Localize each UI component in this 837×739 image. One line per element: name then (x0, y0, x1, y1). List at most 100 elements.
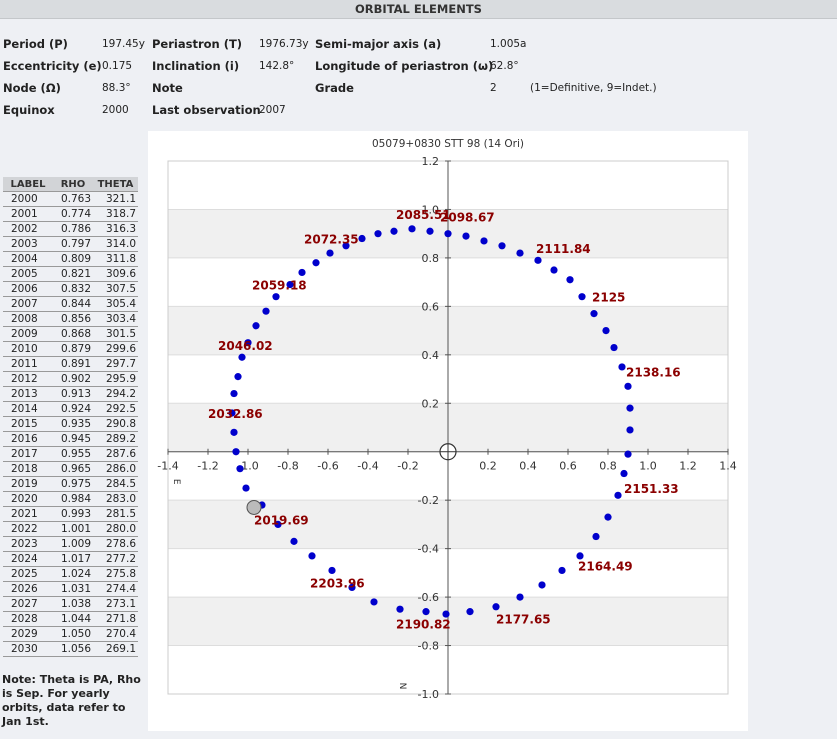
x-tick-label: -0.2 (397, 460, 418, 473)
row-label: 2017 (3, 446, 53, 462)
y-tick-label: 0.4 (422, 349, 440, 362)
row-label: 2006 (3, 281, 53, 297)
current-position-marker (246, 499, 262, 515)
ephemeris-header-row: LABEL RHO THETA (3, 177, 138, 192)
orbit-point (422, 608, 430, 616)
row-theta: 273.1 (93, 596, 138, 612)
x-tick-label: 0.4 (519, 460, 537, 473)
row-theta: 292.5 (93, 401, 138, 417)
orbit-point (610, 343, 618, 352)
row-label: 2019 (3, 476, 53, 492)
row-label: 2018 (3, 461, 53, 477)
row-theta: 309.6 (93, 266, 138, 282)
row-theta: 271.8 (93, 611, 138, 627)
table-row: 2022 1.001 280.0 (3, 521, 138, 537)
label-column-header: LABEL (3, 177, 53, 192)
x-tick-label: -0.6 (317, 460, 338, 473)
orbit-points (228, 225, 634, 618)
row-label: 2016 (3, 431, 53, 447)
row-label: 2030 (3, 641, 53, 657)
orbit-point (516, 249, 524, 257)
x-tick-label: 0.2 (479, 460, 497, 473)
row-label: 2012 (3, 371, 53, 387)
last-observation-value: 2007 (259, 104, 286, 116)
note-label: Note (152, 81, 183, 95)
row-theta: 295.9 (93, 371, 138, 387)
table-row: 2028 1.044 271.8 (3, 611, 138, 627)
inclination-label: Inclination (i) (152, 59, 240, 73)
y-tick-label: -0.4 (418, 543, 439, 556)
orbit-point (462, 232, 470, 240)
row-theta: 270.4 (93, 626, 138, 642)
period-value: 197.45y (102, 38, 145, 50)
longitude-label: Longitude of periastron (ω) (315, 59, 494, 73)
orbit-point (516, 593, 524, 601)
row-label: 2020 (3, 491, 53, 507)
orbit-plot: 05079+0830 STT 98 (14 Ori) -1.4 -1.2 -1.0-… (157, 138, 736, 701)
row-rho: 0.774 (53, 206, 93, 222)
row-theta: 278.6 (93, 536, 138, 552)
orbit-point (242, 484, 250, 492)
row-theta: 316.3 (93, 221, 138, 237)
row-theta: 321.1 (93, 191, 138, 207)
note-text: Note: Theta is PA, Rho is Sep. For yearl… (2, 673, 141, 728)
epoch-label: 2125 (592, 291, 625, 305)
row-rho: 0.786 (53, 221, 93, 237)
y-tick-label: -0.8 (418, 640, 439, 653)
orbit-point (466, 608, 474, 616)
table-row: 2017 0.955 287.6 (3, 446, 138, 462)
row-label: 2011 (3, 356, 53, 372)
row-label: 2008 (3, 311, 53, 327)
table-row: 2024 1.017 277.2 (3, 551, 138, 567)
row-rho: 1.050 (53, 626, 93, 642)
orbit-point (480, 237, 488, 245)
table-row: 2008 0.856 303.4 (3, 311, 138, 327)
table-row: 2000 0.763 321.1 (3, 191, 138, 207)
longitude-value: 62.8° (490, 60, 519, 72)
orbit-point (602, 326, 610, 335)
tick-labels: -1.4 -1.2 -1.0 -0.8 -0.6 -0.4 -0.2 0.2 0.4 0.6 0.8… (157, 155, 736, 701)
table-row: 2013 0.913 294.2 (3, 386, 138, 402)
row-theta: 287.6 (93, 446, 138, 462)
period-label: Period (P) (3, 37, 68, 51)
orbit-point (312, 259, 320, 267)
row-theta: 311.8 (93, 251, 138, 267)
node-value: 88.3° (102, 82, 131, 94)
row-label: 2003 (3, 236, 53, 252)
orbit-point (442, 610, 450, 618)
semimajor-value: 1.005a (490, 38, 527, 50)
table-row: 2021 0.993 281.5 (3, 506, 138, 522)
row-theta: 277.2 (93, 551, 138, 567)
row-rho: 0.797 (53, 236, 93, 252)
epoch-label: 2046.02 (218, 339, 273, 353)
row-label: 2023 (3, 536, 53, 552)
table-row: 2006 0.832 307.5 (3, 281, 138, 297)
orbit-point (618, 363, 626, 371)
orbit-point (374, 230, 382, 238)
row-rho: 1.001 (53, 521, 93, 537)
row-rho: 0.879 (53, 341, 93, 357)
orbit-point (498, 242, 506, 250)
orbit-point (620, 469, 628, 478)
epoch-label: 2032.86 (208, 407, 263, 421)
north-label: N (397, 683, 407, 690)
position-markers (246, 443, 457, 515)
table-row: 2025 1.024 275.8 (3, 566, 138, 582)
row-label: 2013 (3, 386, 53, 402)
x-tick-label: -0.8 (277, 460, 298, 473)
row-label: 2027 (3, 596, 53, 612)
row-rho: 0.891 (53, 356, 93, 372)
grade-label: Grade (315, 81, 354, 95)
chart-title: 05079+0830 STT 98 (14 Ori) (372, 138, 524, 150)
row-rho: 0.993 (53, 506, 93, 522)
orbit-point (228, 409, 236, 417)
periastron-label: Periastron (T) (152, 37, 243, 51)
orbit-point (604, 513, 612, 521)
row-rho: 0.763 (53, 191, 93, 207)
x-tick-label: -1.4 (157, 460, 178, 473)
row-label: 2024 (3, 551, 53, 567)
table-row: 2005 0.821 309.6 (3, 266, 138, 282)
row-rho: 1.056 (53, 641, 93, 657)
table-row: 2004 0.809 311.8 (3, 251, 138, 267)
